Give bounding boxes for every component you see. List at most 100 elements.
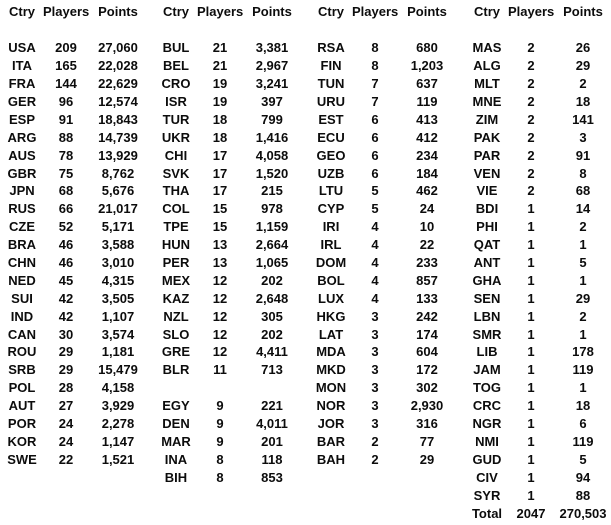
points-cell: 202 [261, 272, 283, 288]
players-cell: 12 [212, 290, 228, 306]
header-row: Ctry Players Points [1, 3, 147, 21]
table-row: FRA 144 22,629 [1, 75, 147, 93]
ctry-cell: CRO [161, 76, 191, 92]
points-cell: 119 [416, 93, 438, 109]
points-cell: 305 [261, 308, 283, 324]
ctry-cell: EST [318, 111, 344, 127]
points-cell: 18 [575, 398, 591, 414]
players-cell: 2 [527, 111, 535, 127]
players-cell: 29 [58, 362, 74, 378]
table-row: GHA 1 1 [466, 271, 611, 289]
players-cell: 1 [527, 201, 535, 217]
points-cell: 15,479 [98, 362, 138, 378]
points-cell: 3,588 [101, 237, 135, 253]
players-cell: 1 [527, 344, 535, 360]
players-cell: 4 [371, 272, 379, 288]
points-cell: 12,574 [98, 93, 138, 109]
players-cell: 18 [212, 129, 228, 145]
players-cell: 8 [371, 58, 379, 74]
points-cell: 22,028 [98, 58, 138, 74]
ctry-cell: BLR [162, 362, 190, 378]
ctry-cell: DEN [162, 416, 190, 432]
players-cell: 42 [58, 308, 74, 324]
table-row: JAM 1 119 [466, 361, 611, 379]
table-row: ZIM 2 141 [466, 110, 611, 128]
ctry-cell: BAH [316, 451, 346, 467]
table-row: ALG 2 29 [466, 57, 611, 75]
points-cell: 637 [416, 76, 438, 92]
ctry-cell: DOM [315, 254, 347, 270]
table-row: HKG 3 242 [310, 307, 456, 325]
points-cell: 6 [579, 416, 587, 432]
ctry-cell: ZIM [475, 111, 499, 127]
points-cell: 604 [416, 344, 438, 360]
points-cell: 242 [416, 308, 438, 324]
empty-row [155, 379, 301, 397]
points-cell: 215 [261, 183, 283, 199]
ctry-cell: IRL [320, 237, 342, 253]
points-cell: 462 [416, 183, 438, 199]
players-cell: 28 [58, 380, 74, 396]
table-row: SMR 1 1 [466, 325, 611, 343]
ctry-cell: SRB [8, 362, 36, 378]
ctry-cell: NOR [316, 398, 346, 414]
ctry-cell: NGR [472, 416, 502, 432]
ctry-cell: NED [8, 272, 36, 288]
spacer-row [1, 21, 147, 39]
ctry-cell: LTU [318, 183, 344, 199]
table-row: GUD 1 5 [466, 450, 611, 468]
ctry-cell: ITA [12, 58, 32, 74]
points-cell: 413 [416, 111, 438, 127]
ctry-cell: AUT [8, 398, 36, 414]
points-cell: 3 [579, 129, 587, 145]
table-row: IRL 4 22 [310, 236, 456, 254]
players-cell: 2 [527, 58, 535, 74]
points-cell: 3,929 [101, 398, 135, 414]
points-cell: 2,278 [101, 416, 135, 432]
players-cell: 4 [371, 237, 379, 253]
players-cell: 78 [58, 147, 74, 163]
players-cell: 45 [58, 272, 74, 288]
total-points-cell: 270,503 [559, 505, 607, 521]
table-row: INA 8 118 [155, 450, 301, 468]
ctry-cell: INA [164, 451, 188, 467]
players-cell: 8 [216, 451, 224, 467]
table-row: BEL 21 2,967 [155, 57, 301, 75]
players-cell: 19 [212, 76, 228, 92]
points-cell: 172 [416, 362, 438, 378]
ctry-cell: CYP [317, 201, 345, 217]
ctry-cell: USA [8, 40, 36, 56]
ctry-cell: MLT [474, 76, 500, 92]
ctry-cell: GUD [472, 451, 502, 467]
ctry-cell: TUR [162, 111, 190, 127]
points-cell: 1,065 [255, 254, 289, 270]
players-cell: 2 [527, 165, 535, 181]
players-cell: 15 [212, 219, 228, 235]
rankings-column-group-2: Ctry Players Points BUL 21 3,381 BEL 21 2,967 CRO… [155, 3, 301, 522]
points-cell: 174 [416, 326, 438, 342]
table-row: CIV 1 94 [466, 468, 611, 486]
table-row: EST 6 413 [310, 110, 456, 128]
points-cell: 5,171 [101, 219, 135, 235]
ctry-cell: BUL [162, 40, 190, 56]
table-row: CAN 30 3,574 [1, 325, 147, 343]
table-row: COL 15 978 [155, 200, 301, 218]
table-row: IRI 4 10 [310, 218, 456, 236]
table-row: NZL 12 305 [155, 307, 301, 325]
table-row: THA 17 215 [155, 182, 301, 200]
players-cell: 96 [58, 93, 74, 109]
players-cell: 3 [371, 344, 379, 360]
points-cell: 978 [261, 201, 283, 217]
table-row: BAR 2 77 [310, 433, 456, 451]
points-cell: 29 [575, 58, 591, 74]
points-cell: 201 [261, 433, 283, 449]
total-ctry-cell: Total [471, 505, 503, 521]
points-cell: 4,411 [256, 344, 288, 360]
ctry-cell: VIE [476, 183, 498, 199]
table-row: VEN 2 8 [466, 164, 611, 182]
table-row: GER 96 12,574 [1, 92, 147, 110]
players-cell: 1 [527, 362, 535, 378]
table-row: VIE 2 68 [466, 182, 611, 200]
players-cell: 30 [58, 326, 74, 342]
players-cell: 2 [371, 451, 379, 467]
